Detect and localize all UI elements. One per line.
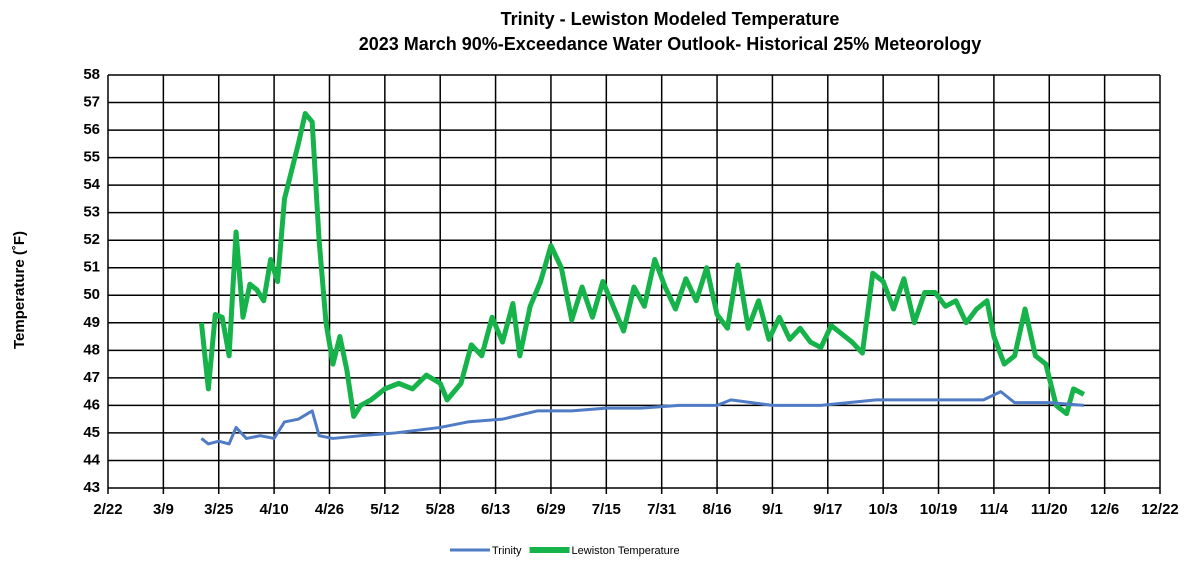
x-tick-label: 9/1 [762, 501, 783, 518]
x-tick-label: 10/19 [920, 501, 958, 518]
x-tick-label: 3/25 [204, 501, 233, 518]
y-tick-label: 45 [83, 424, 100, 441]
x-tick-label: 4/26 [315, 501, 344, 518]
x-tick-label: 8/16 [702, 501, 731, 518]
x-tick-label: 11/4 [980, 501, 1009, 518]
x-tick-label: 3/9 [153, 501, 174, 518]
x-tick-label: 7/31 [647, 501, 676, 518]
y-tick-label: 48 [83, 341, 100, 358]
x-tick-label: 12/22 [1141, 501, 1179, 518]
x-tick-label: 4/10 [260, 501, 289, 518]
x-tick-label: 6/13 [481, 501, 510, 518]
x-tick-label: 12/6 [1090, 501, 1119, 518]
y-tick-label: 56 [83, 121, 100, 138]
x-tick-label: 6/29 [536, 501, 565, 518]
x-tick-label: 5/12 [370, 501, 399, 518]
chart-subtitle: 2023 March 90%-Exceedance Water Outlook-… [359, 34, 982, 54]
x-tick-label: 9/17 [813, 501, 842, 518]
y-tick-label: 44 [83, 451, 100, 468]
y-tick-label: 52 [83, 231, 100, 248]
y-tick-label: 53 [83, 204, 100, 221]
line-series [198, 111, 1086, 419]
x-tick-label: 11/20 [1031, 501, 1068, 518]
y-tick-label: 55 [83, 149, 100, 166]
x-tick-label: 2/22 [93, 501, 122, 518]
y-tick-label: 43 [83, 479, 100, 496]
legend-label: Lewiston Temperature [572, 545, 680, 557]
x-tick-label: 10/3 [869, 501, 898, 518]
y-tick-label: 57 [83, 94, 100, 111]
y-tick-label: 54 [83, 176, 100, 193]
y-tick-label: 50 [83, 286, 100, 303]
y-axis-label: Temperature (˚F) [11, 231, 28, 349]
y-tick-label: 58 [83, 66, 100, 83]
line-series [200, 390, 1084, 446]
y-tick-label: 49 [83, 314, 100, 331]
legend-label: Trinity [492, 545, 522, 557]
y-tick-label: 47 [83, 369, 100, 386]
chart-title: Trinity - Lewiston Modeled Temperature [501, 9, 840, 29]
y-tick-label: 46 [83, 396, 100, 413]
x-tick-label: 5/28 [426, 501, 455, 518]
y-tick-label: 51 [83, 259, 100, 276]
x-tick-label: 7/15 [592, 501, 621, 518]
